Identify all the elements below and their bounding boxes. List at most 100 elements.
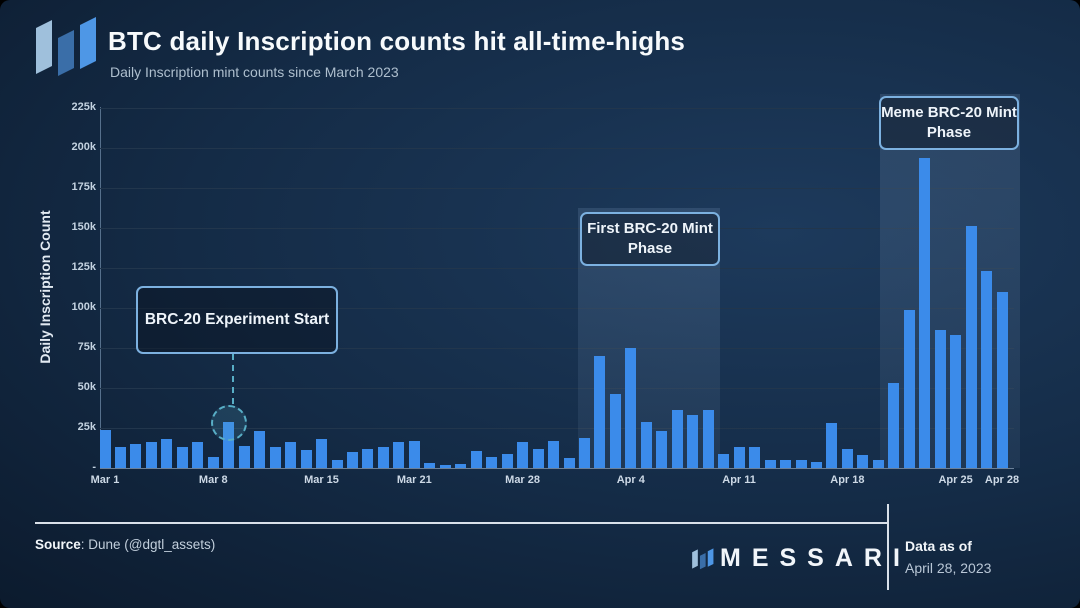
- gridline: [100, 268, 1014, 269]
- x-tick-label: Mar 15: [304, 474, 339, 486]
- page-title: BTC daily Inscription counts hit all-tim…: [108, 26, 686, 56]
- gridline: [100, 348, 1014, 349]
- y-tick-label: 100k: [71, 301, 96, 313]
- y-tick-label: 75k: [77, 341, 96, 353]
- x-tick-label: Apr 18: [830, 474, 865, 486]
- x-tick-label: Apr 11: [722, 474, 756, 486]
- gridline: [100, 308, 1014, 309]
- bar-mar-20: [393, 442, 405, 468]
- x-tick-label: Apr 28: [984, 474, 1020, 486]
- bar-mar-25: [470, 451, 482, 468]
- gridline: [100, 108, 1014, 109]
- annotation-first-brc20-mint-phase: First BRC-20 Mint Phase: [580, 212, 720, 266]
- bar-apr-17: [826, 423, 838, 468]
- bar-mar-22: [424, 463, 436, 468]
- data-as-of-date: April 28, 2023: [905, 560, 992, 576]
- x-tick-label: Mar 21: [396, 474, 432, 486]
- bar-mar-7: [192, 442, 204, 468]
- bar-apr-27: [981, 271, 993, 468]
- bar-mar-8: [207, 457, 219, 468]
- source-value: : Dune (@dgtl_assets): [80, 537, 216, 552]
- footer-divider: [35, 522, 887, 524]
- bar-apr-28: [996, 292, 1008, 468]
- bar-apr-26: [965, 226, 977, 468]
- source-credit: Source: Dune (@dgtl_assets): [35, 537, 215, 552]
- bar-mar-4: [145, 442, 157, 468]
- bar-apr-14: [780, 460, 791, 468]
- bar-apr-2: [594, 356, 606, 468]
- bar-mar-27: [501, 454, 513, 468]
- bar-apr-5: [640, 422, 652, 468]
- bar-mar-9: [223, 422, 235, 468]
- bar-mar-30: [548, 441, 559, 468]
- bar-apr-1: [578, 438, 590, 468]
- y-tick-label: -: [92, 461, 96, 473]
- bar-apr-7: [671, 410, 683, 468]
- bar-mar-3: [130, 444, 142, 468]
- page-subtitle: Daily Inscription mint counts since Marc…: [110, 64, 399, 80]
- y-tick-label: 200k: [71, 141, 96, 153]
- bar-apr-21: [888, 383, 900, 468]
- bar-apr-10: [718, 454, 730, 468]
- bar-mar-23: [439, 465, 451, 468]
- x-tick-label: Mar 1: [90, 474, 120, 486]
- bar-apr-23: [919, 158, 931, 468]
- bar-apr-24: [934, 330, 946, 468]
- x-axis-line: [100, 468, 1014, 469]
- bar-mar-6: [176, 447, 188, 468]
- bar-apr-6: [656, 431, 668, 468]
- y-tick-label: 50k: [77, 381, 96, 393]
- y-tick-label: 175k: [71, 181, 96, 193]
- bar-mar-2: [115, 447, 126, 468]
- bar-mar-11: [254, 431, 266, 468]
- bar-mar-15: [316, 439, 327, 468]
- highlight-circle-marker: [211, 405, 247, 441]
- bar-apr-22: [903, 310, 915, 468]
- bar-apr-3: [609, 394, 621, 468]
- bar-mar-24: [455, 464, 467, 468]
- bar-mar-5: [161, 439, 173, 468]
- bar-mar-17: [347, 452, 358, 468]
- bar-apr-12: [749, 447, 761, 468]
- gridline: [100, 148, 1014, 149]
- annotation-meme-brc20-mint-phase: Meme BRC-20 Mint Phase: [879, 96, 1019, 150]
- bar-apr-19: [857, 455, 869, 468]
- gridline: [100, 228, 1014, 229]
- y-tick-label: 225k: [71, 101, 96, 113]
- bar-mar-16: [331, 460, 343, 468]
- bar-apr-9: [702, 410, 714, 468]
- x-tick-label: Apr 25: [938, 474, 973, 486]
- gridline: [100, 188, 1014, 189]
- x-tick-label: Mar 28: [505, 474, 541, 486]
- bar-mar-12: [269, 447, 281, 468]
- bar-apr-20: [872, 460, 884, 468]
- bar-mar-14: [300, 450, 312, 468]
- bar-mar-31: [563, 458, 575, 468]
- bar-mar-13: [285, 442, 297, 468]
- bar-apr-4: [625, 348, 637, 468]
- bar-mar-19: [377, 447, 389, 468]
- y-axis-line: [100, 107, 101, 468]
- y-tick-label: 125k: [71, 261, 96, 273]
- x-tick-label: Apr 4: [616, 474, 645, 486]
- annotation-connector-line: [232, 354, 234, 404]
- bar-mar-26: [486, 457, 498, 468]
- bar-apr-8: [687, 415, 699, 468]
- bar-mar-1: [99, 430, 111, 468]
- messari-logo-small-icon: [692, 548, 714, 570]
- gridline: [100, 388, 1014, 389]
- bar-apr-13: [764, 460, 776, 468]
- bar-apr-16: [810, 462, 822, 468]
- data-as-of-label: Data as of: [905, 538, 972, 554]
- bar-mar-21: [408, 441, 420, 468]
- x-tick-label: Mar 8: [198, 474, 228, 486]
- messari-wordmark: MESSARI: [720, 544, 911, 572]
- source-label: Source: [35, 537, 81, 552]
- bar-apr-18: [841, 449, 853, 468]
- bar-mar-29: [532, 449, 544, 468]
- footer-vertical-divider: [887, 504, 889, 590]
- gridline: [100, 428, 1014, 429]
- bar-mar-10: [238, 446, 250, 468]
- bar-apr-15: [795, 460, 807, 468]
- annotation-brc20-experiment-start: BRC-20 Experiment Start: [136, 286, 338, 354]
